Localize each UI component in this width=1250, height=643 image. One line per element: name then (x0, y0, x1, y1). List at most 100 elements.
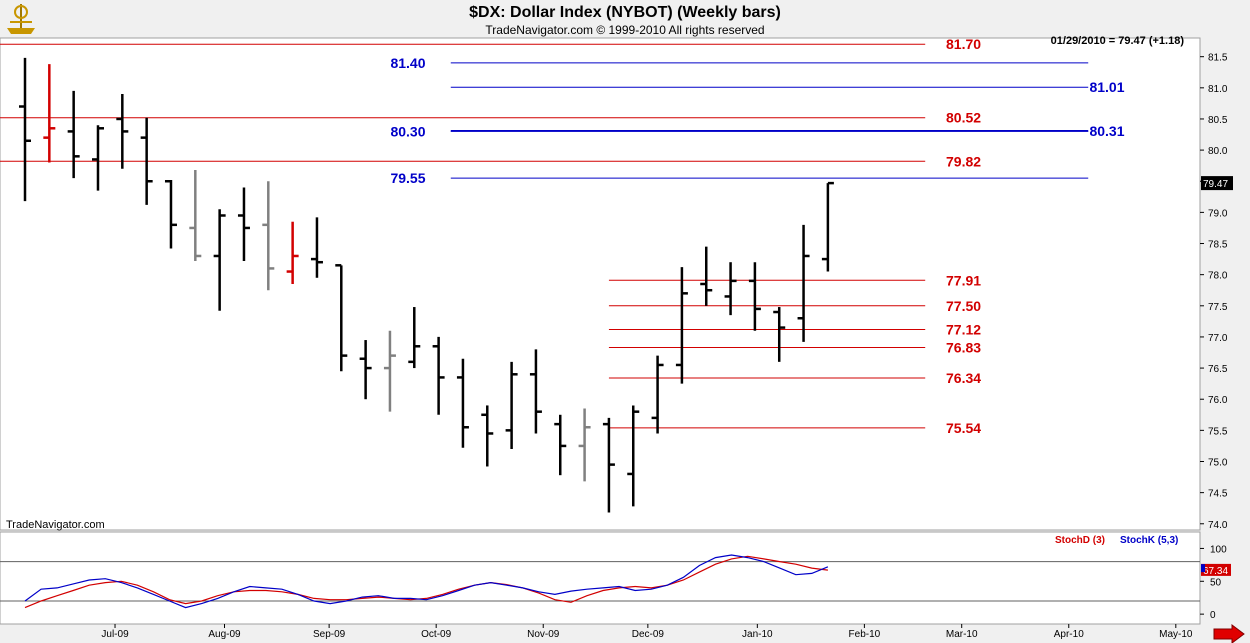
price-tick-label: 78.5 (1208, 240, 1228, 251)
stoch-blue-marker (1201, 564, 1205, 573)
price-bar (505, 361, 518, 450)
copyright-subtitle: TradeNavigator.com © 1999-2010 All right… (485, 23, 764, 37)
date-tick-label: Mar-10 (946, 629, 978, 640)
chart-title: $DX: Dollar Index (NYBOT) (Weekly bars) (469, 4, 781, 21)
price-panel (0, 37, 1201, 531)
price-bar (213, 209, 226, 311)
stoch-series-line (24, 554, 829, 609)
price-tick-label: 77.0 (1208, 333, 1228, 344)
level-label: 77.50 (946, 298, 981, 314)
level-label: 81.01 (1089, 79, 1124, 95)
price-bar (116, 94, 129, 169)
price-tick-label: 75.5 (1208, 426, 1228, 437)
level-label: 79.82 (946, 153, 981, 169)
price-tick-label: 77.5 (1208, 302, 1228, 313)
date-tick-label: May-10 (1159, 629, 1193, 640)
stoch-tick-label: 100 (1210, 544, 1227, 555)
last-quote: 01/29/2010 = 79.47 (+1.18) (1051, 35, 1185, 47)
price-bars (19, 57, 834, 513)
level-label: 81.40 (390, 55, 425, 71)
level-label: 76.83 (946, 340, 981, 356)
price-bar (529, 349, 542, 434)
price-bar (67, 90, 80, 179)
price-tick-label: 81.5 (1208, 53, 1228, 64)
price-bar (359, 340, 372, 400)
price-bar (748, 262, 761, 331)
price-bar (408, 307, 421, 369)
price-bar (773, 307, 786, 362)
price-bar (43, 64, 56, 163)
date-tick-label: Oct-09 (421, 629, 451, 640)
stoch-tick-label: 0 (1210, 610, 1216, 621)
date-tick-label: Apr-10 (1054, 629, 1084, 640)
date-tick-label: Jan-10 (742, 629, 773, 640)
price-bar (91, 125, 104, 191)
price-bar (237, 187, 250, 261)
last-price-label: 79.47 (1203, 179, 1228, 190)
level-label: 80.30 (390, 123, 425, 139)
price-bar (189, 170, 202, 261)
price-tick-label: 75.0 (1208, 457, 1228, 468)
price-bar (821, 181, 834, 272)
price-tick-label: 76.0 (1208, 395, 1228, 406)
price-bar (627, 405, 640, 507)
price-axis: 74.0 74.5 75.0 75.5 76.0 76.5 77.0 77.5 78.0 78.5… (1200, 53, 1233, 531)
price-bar (383, 330, 396, 412)
date-tick-label: Nov-09 (527, 629, 560, 640)
price-tick-label: 79.0 (1208, 208, 1228, 219)
level-label: 77.12 (946, 321, 981, 337)
price-bar (164, 179, 177, 249)
price-bar (675, 267, 688, 384)
price-bar (797, 224, 810, 342)
price-bar (651, 355, 664, 434)
price-bar (481, 405, 494, 467)
stoch-legend-label: StochD (3) (1055, 535, 1105, 546)
price-bar (310, 217, 323, 278)
level-label: 80.52 (946, 110, 981, 126)
price-bar (432, 336, 445, 415)
trade-navigator-logo-icon (4, 2, 38, 36)
price-tick-label: 80.5 (1208, 115, 1228, 126)
price-bar (456, 358, 469, 448)
price-tick-label: 80.0 (1208, 146, 1228, 157)
date-tick-label: Sep-09 (313, 629, 346, 640)
date-tick-label: Feb-10 (849, 629, 881, 640)
level-label: 77.91 (946, 272, 981, 288)
price-tick-label: 81.0 (1208, 84, 1228, 95)
stoch-legend-label: StochK (5,3) (1120, 535, 1178, 546)
watermark-text: TradeNavigator.com (6, 519, 105, 531)
level-label: 76.34 (946, 370, 981, 386)
date-tick-label: Aug-09 (208, 629, 241, 640)
price-bar (140, 117, 153, 205)
level-label: 81.70 (946, 36, 981, 52)
stoch-tick-label: 50 (1210, 577, 1222, 588)
stoch-series-line (24, 555, 828, 609)
price-levels: 81.70 81.40 81.01 80.52 80.30 80.31 79.82 79.55… (0, 36, 1125, 436)
price-tick-label: 76.5 (1208, 364, 1228, 375)
price-bar (335, 264, 348, 372)
price-bar (602, 417, 615, 513)
stoch-last-box (1201, 563, 1231, 576)
date-tick-label: Dec-09 (632, 629, 665, 640)
price-bar (700, 246, 713, 306)
stochastic-panel (0, 531, 1201, 625)
date-tick-label: Jul-09 (101, 629, 129, 640)
price-bar (262, 181, 275, 291)
price-tick-label: 74.0 (1208, 520, 1228, 531)
level-label: 80.31 (1089, 123, 1124, 139)
stochastic-lines: 0 50 100 StochD (3) StochK (5,3) 67.34 (0, 535, 1231, 621)
price-bar (724, 262, 737, 316)
price-bar (19, 57, 31, 202)
price-tick-label: 78.0 (1208, 271, 1228, 282)
price-bar (554, 414, 567, 476)
level-label: 75.54 (946, 420, 981, 436)
date-axis: Jul-09 Aug-09 Sep-09 Oct-09 Nov-09 Dec-09 Jan-… (101, 624, 1193, 640)
level-label: 79.55 (390, 170, 425, 186)
last-price-box (1201, 176, 1233, 191)
price-tick-label: 74.5 (1208, 489, 1228, 500)
scroll-right-arrow-icon[interactable] (1213, 624, 1245, 643)
price-bar (286, 221, 299, 284)
price-bar (578, 408, 591, 482)
